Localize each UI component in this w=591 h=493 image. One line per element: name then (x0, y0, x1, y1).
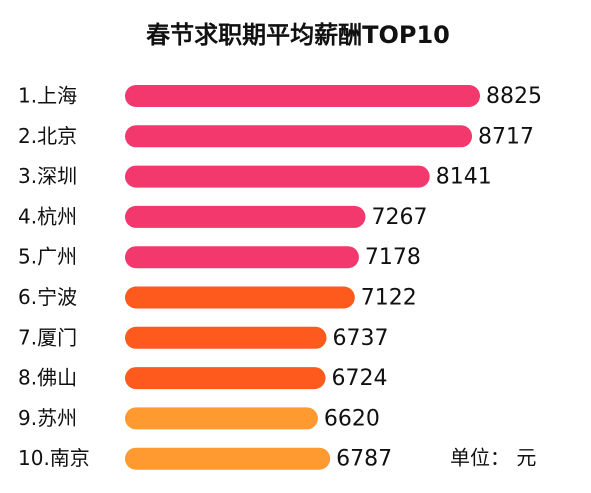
category-label: 2.北京 (18, 124, 77, 148)
value-label: 8825 (486, 84, 542, 109)
value-label: 7267 (371, 205, 427, 230)
value-label: 6737 (333, 326, 389, 351)
category-label: 4.杭州 (18, 204, 77, 228)
bar (125, 286, 355, 309)
category-label: 3.深圳 (18, 164, 77, 188)
value-label: 7122 (361, 286, 417, 311)
bar (125, 246, 359, 269)
bar (125, 447, 331, 470)
bar (125, 205, 366, 228)
category-label: 6.宁波 (18, 285, 77, 309)
value-label: 6787 (336, 447, 392, 472)
category-label: 9.苏州 (18, 406, 77, 430)
bar (125, 407, 318, 430)
value-label: 6724 (332, 366, 388, 391)
category-label: 1.上海 (18, 84, 77, 108)
bar (125, 326, 327, 349)
bar (125, 85, 480, 107)
category-label: 5.广州 (18, 245, 77, 269)
value-label: 8141 (436, 165, 492, 190)
chart-title: 春节求职期平均薪酬TOP10 (146, 21, 450, 49)
category-label: 8.佛山 (18, 366, 77, 390)
bar (125, 125, 473, 148)
category-label: 7.厦门 (18, 325, 77, 349)
value-label: 8717 (478, 124, 534, 149)
bar (125, 165, 430, 188)
value-label: 7178 (365, 245, 421, 270)
category-label: 10.南京 (18, 446, 90, 470)
unit-label: 单位： 元 (450, 446, 536, 470)
value-label: 6620 (324, 406, 380, 431)
bar (125, 367, 326, 390)
